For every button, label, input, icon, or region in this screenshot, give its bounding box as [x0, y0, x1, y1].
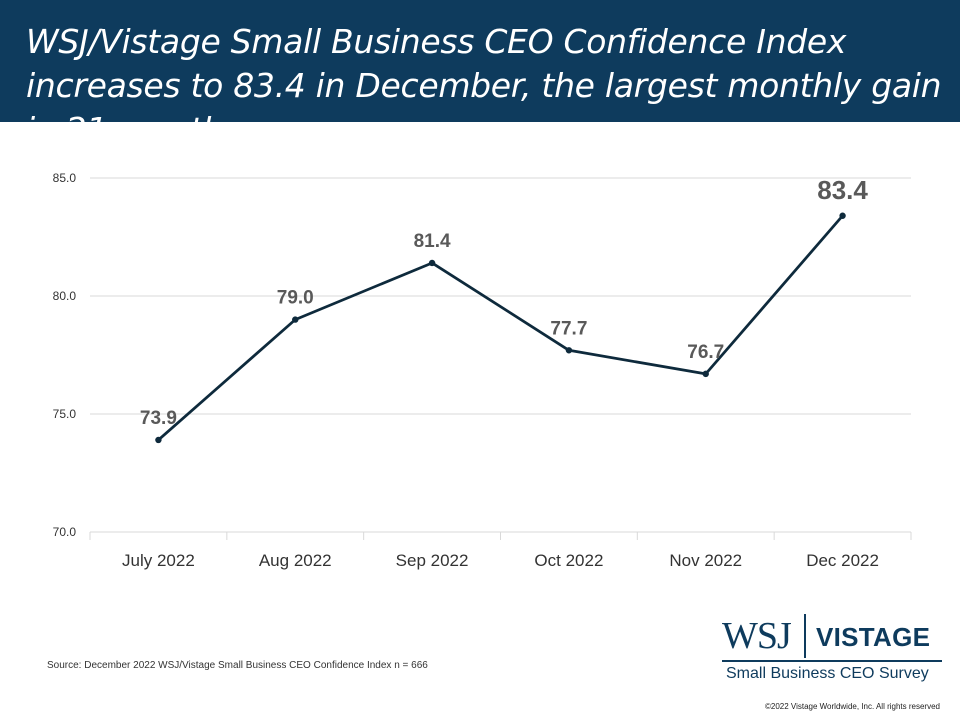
y-tick-label: 75.0: [53, 407, 77, 421]
x-tick-label: July 2022: [122, 551, 195, 570]
logo-divider: [804, 614, 806, 658]
logo-wsj-text: WSJ: [722, 615, 792, 657]
title-banner: WSJ/Vistage Small Business CEO Confidenc…: [0, 0, 960, 149]
logo-subtitle: Small Business CEO Survey: [726, 665, 929, 682]
data-point: [702, 370, 709, 378]
page-title: WSJ/Vistage Small Business CEO Confidenc…: [26, 22, 942, 149]
data-label: 77.7: [550, 318, 587, 339]
x-tick-label: Nov 2022: [669, 551, 742, 570]
data-point: [565, 347, 573, 354]
wsj-vistage-logo: WSJ VISTAGE Small Business CEO Survey: [722, 612, 944, 688]
x-tick-label: Dec 2022: [806, 551, 879, 570]
source-note: Source: December 2022 WSJ/Vistage Small …: [47, 660, 428, 671]
data-point: [839, 212, 846, 219]
x-tick-label: Oct 2022: [534, 551, 603, 570]
data-point: [428, 259, 436, 267]
y-tick-label: 80.0: [53, 289, 77, 303]
data-label: 79.0: [277, 288, 314, 309]
data-label: 73.9: [140, 408, 177, 429]
x-tick-label: Sep 2022: [396, 551, 469, 570]
logo-vistage-text: VISTAGE: [816, 622, 931, 652]
data-label: 81.4: [414, 231, 451, 252]
data-point: [155, 436, 162, 444]
data-point: [292, 316, 299, 323]
data-label: 76.7: [687, 342, 724, 363]
y-tick-label: 85.0: [53, 171, 77, 185]
logo-rule: [722, 660, 942, 662]
data-label: 83.4: [817, 175, 868, 205]
line-chart: 70.0 75.0 80.0 85.0 July 2022 Aug 2022 Sep 202…: [53, 171, 912, 570]
copyright-note: ©2022 Vistage Worldwide, Inc. All rights…: [764, 702, 940, 711]
series-line: [157, 214, 844, 441]
y-tick-label: 70.0: [53, 525, 77, 539]
x-tick-label: Aug 2022: [259, 551, 332, 570]
